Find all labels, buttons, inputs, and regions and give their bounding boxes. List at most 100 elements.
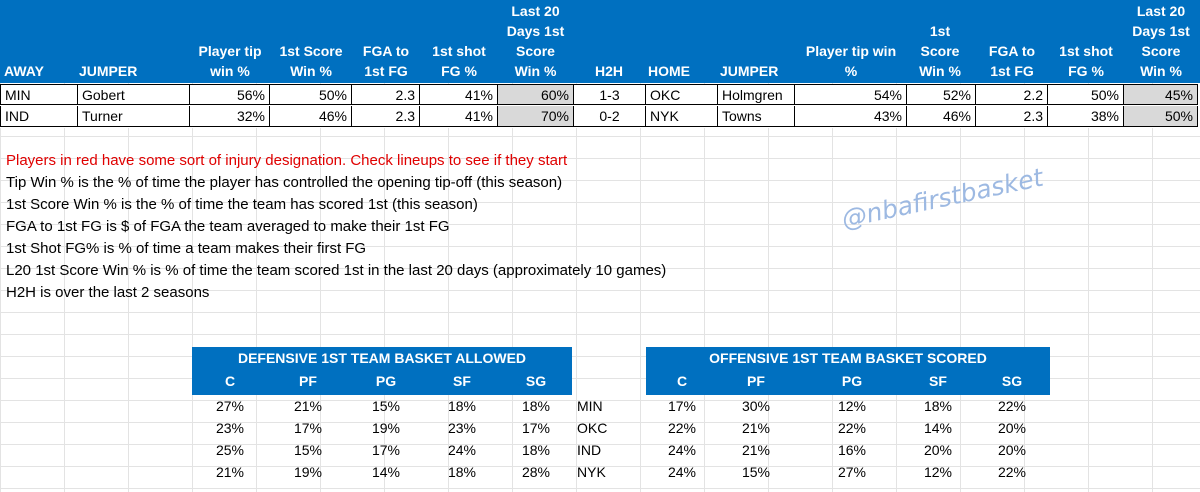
home-team: NYK xyxy=(646,106,718,127)
home-score-win: 52% xyxy=(907,84,976,105)
note-injury: Players in red have some sort of injury … xyxy=(6,152,568,169)
off-col-sf: SF xyxy=(929,373,947,389)
header-jumper-home: JUMPER xyxy=(720,63,779,79)
header-shot-away: 1st shot FG % xyxy=(432,43,486,79)
off-value: 12% xyxy=(923,464,953,480)
header-h2h: H2H xyxy=(594,63,623,79)
home-fga: 2.2 xyxy=(976,84,1048,105)
note-score: 1st Score Win % is the % of time the tea… xyxy=(6,196,478,213)
away-jumper: Turner xyxy=(78,106,190,127)
away-jumper: Gobert xyxy=(78,84,190,105)
table-row: 25% 15% 17% 24% 18% IND xyxy=(192,439,601,461)
off-value: 21% xyxy=(741,420,771,436)
away-score-win: 46% xyxy=(270,106,352,127)
def-value: 19% xyxy=(293,464,323,480)
def-value: 27% xyxy=(215,398,245,414)
off-col-pf: PF xyxy=(747,373,765,389)
h2h: 1-3 xyxy=(574,84,646,105)
off-value: 16% xyxy=(837,442,867,458)
off-value: 20% xyxy=(997,420,1027,436)
home-team: OKC xyxy=(646,84,718,105)
team-label: NYK xyxy=(577,464,606,480)
away-score-win: 50% xyxy=(270,84,352,105)
note-tip: Tip Win % is the % of time the player ha… xyxy=(6,174,563,191)
def-value: 25% xyxy=(215,442,245,458)
note-l20: L20 1st Score Win % is % of time the tea… xyxy=(6,262,667,279)
off-value: 24% xyxy=(667,464,697,480)
home-fga: 2.3 xyxy=(976,106,1048,127)
off-value: 12% xyxy=(837,398,867,414)
home-score-win: 46% xyxy=(907,106,976,127)
def-col-pf: PF xyxy=(299,373,317,389)
away-team: IND xyxy=(0,106,78,127)
def-value: 21% xyxy=(215,464,245,480)
def-value: 17% xyxy=(521,420,551,436)
away-fga: 2.3 xyxy=(352,106,420,127)
home-shot-fg: 38% xyxy=(1048,106,1124,127)
home-l20: 45% xyxy=(1124,84,1198,105)
off-value: 27% xyxy=(837,464,867,480)
table-row: 21% 19% 14% 18% 28% NYK xyxy=(192,461,606,483)
table-row: 23% 17% 19% 23% 17% OKC xyxy=(192,417,607,439)
defensive-title: DEFENSIVE 1ST TEAM BASKET ALLOWED xyxy=(237,350,527,366)
home-shot-fg: 50% xyxy=(1048,84,1124,105)
offensive-title: OFFENSIVE 1ST TEAM BASKET SCORED xyxy=(709,350,987,366)
table-row: IND Turner 32% 46% 2.3 41% 70% 0-2 NYK T… xyxy=(0,106,1200,128)
def-value: 18% xyxy=(521,398,551,414)
off-value: 22% xyxy=(837,420,867,436)
def-value: 18% xyxy=(521,442,551,458)
def-value: 18% xyxy=(447,398,477,414)
away-shot-fg: 41% xyxy=(420,84,498,105)
header-home: HOME xyxy=(648,63,690,79)
def-col-c: C xyxy=(224,373,236,389)
def-value: 15% xyxy=(293,442,323,458)
header-jumper-away: JUMPER xyxy=(79,63,138,79)
table-row: 24% 15% 27% 12% 22% xyxy=(646,461,1050,483)
header-score-home: 1st Score Win % xyxy=(919,23,961,79)
header-score-away: 1st Score Win % xyxy=(279,43,343,79)
offensive-table-header: OFFENSIVE 1ST TEAM BASKET SCORED C PF PG… xyxy=(646,347,1050,395)
off-value: 17% xyxy=(667,398,697,414)
table-row: 22% 21% 22% 14% 20% xyxy=(646,417,1050,439)
header-shot-home: 1st shot FG % xyxy=(1059,43,1113,79)
off-value: 14% xyxy=(923,420,953,436)
def-value: 23% xyxy=(447,420,477,436)
header-fga-home: FGA to 1st FG xyxy=(988,43,1036,79)
off-value: 22% xyxy=(667,420,697,436)
off-value: 20% xyxy=(923,442,953,458)
home-jumper: Holmgren xyxy=(718,84,795,105)
def-value: 15% xyxy=(371,398,401,414)
away-l20: 70% xyxy=(498,106,574,127)
def-col-pg: PG xyxy=(375,373,397,389)
def-value: 28% xyxy=(521,464,551,480)
def-value: 24% xyxy=(447,442,477,458)
off-value: 21% xyxy=(741,442,771,458)
table-row: MIN Gobert 56% 50% 2.3 41% 60% 1-3 OKC H… xyxy=(0,84,1200,106)
header-l20-away: Last 20 Days 1st Score Win % xyxy=(506,3,565,79)
defensive-table-header: DEFENSIVE 1ST TEAM BASKET ALLOWED C PF P… xyxy=(192,347,572,395)
team-label: IND xyxy=(577,442,602,458)
note-fga: FGA to 1st FG is $ of FGA the team avera… xyxy=(6,218,450,235)
away-tip-win: 56% xyxy=(190,84,270,105)
team-label: MIN xyxy=(577,398,603,414)
table-row: 27% 21% 15% 18% 18% MIN xyxy=(192,395,603,417)
defensive-table: DEFENSIVE 1ST TEAM BASKET ALLOWED C PF P… xyxy=(192,347,607,483)
off-value: 20% xyxy=(997,442,1027,458)
header-l20-home: Last 20 Days 1st Score Win % xyxy=(1132,3,1190,79)
away-fga: 2.3 xyxy=(352,84,420,105)
def-col-sg: SG xyxy=(525,373,547,389)
offensive-table: OFFENSIVE 1ST TEAM BASKET SCORED C PF PG… xyxy=(646,347,1050,483)
def-value: 17% xyxy=(293,420,323,436)
away-l20: 60% xyxy=(498,84,574,105)
h2h: 0-2 xyxy=(574,106,646,127)
off-value: 22% xyxy=(997,398,1027,414)
home-tip-win: 54% xyxy=(795,84,907,105)
home-l20: 50% xyxy=(1124,106,1198,127)
header-fga-away: FGA to 1st FG xyxy=(362,43,410,79)
def-col-sf: SF xyxy=(453,373,471,389)
def-value: 23% xyxy=(215,420,245,436)
header-away: AWAY xyxy=(4,63,44,79)
off-col-sg: SG xyxy=(1001,373,1023,389)
def-value: 17% xyxy=(371,442,401,458)
note-shot: 1st Shot FG% is % of time a team makes t… xyxy=(6,240,367,257)
